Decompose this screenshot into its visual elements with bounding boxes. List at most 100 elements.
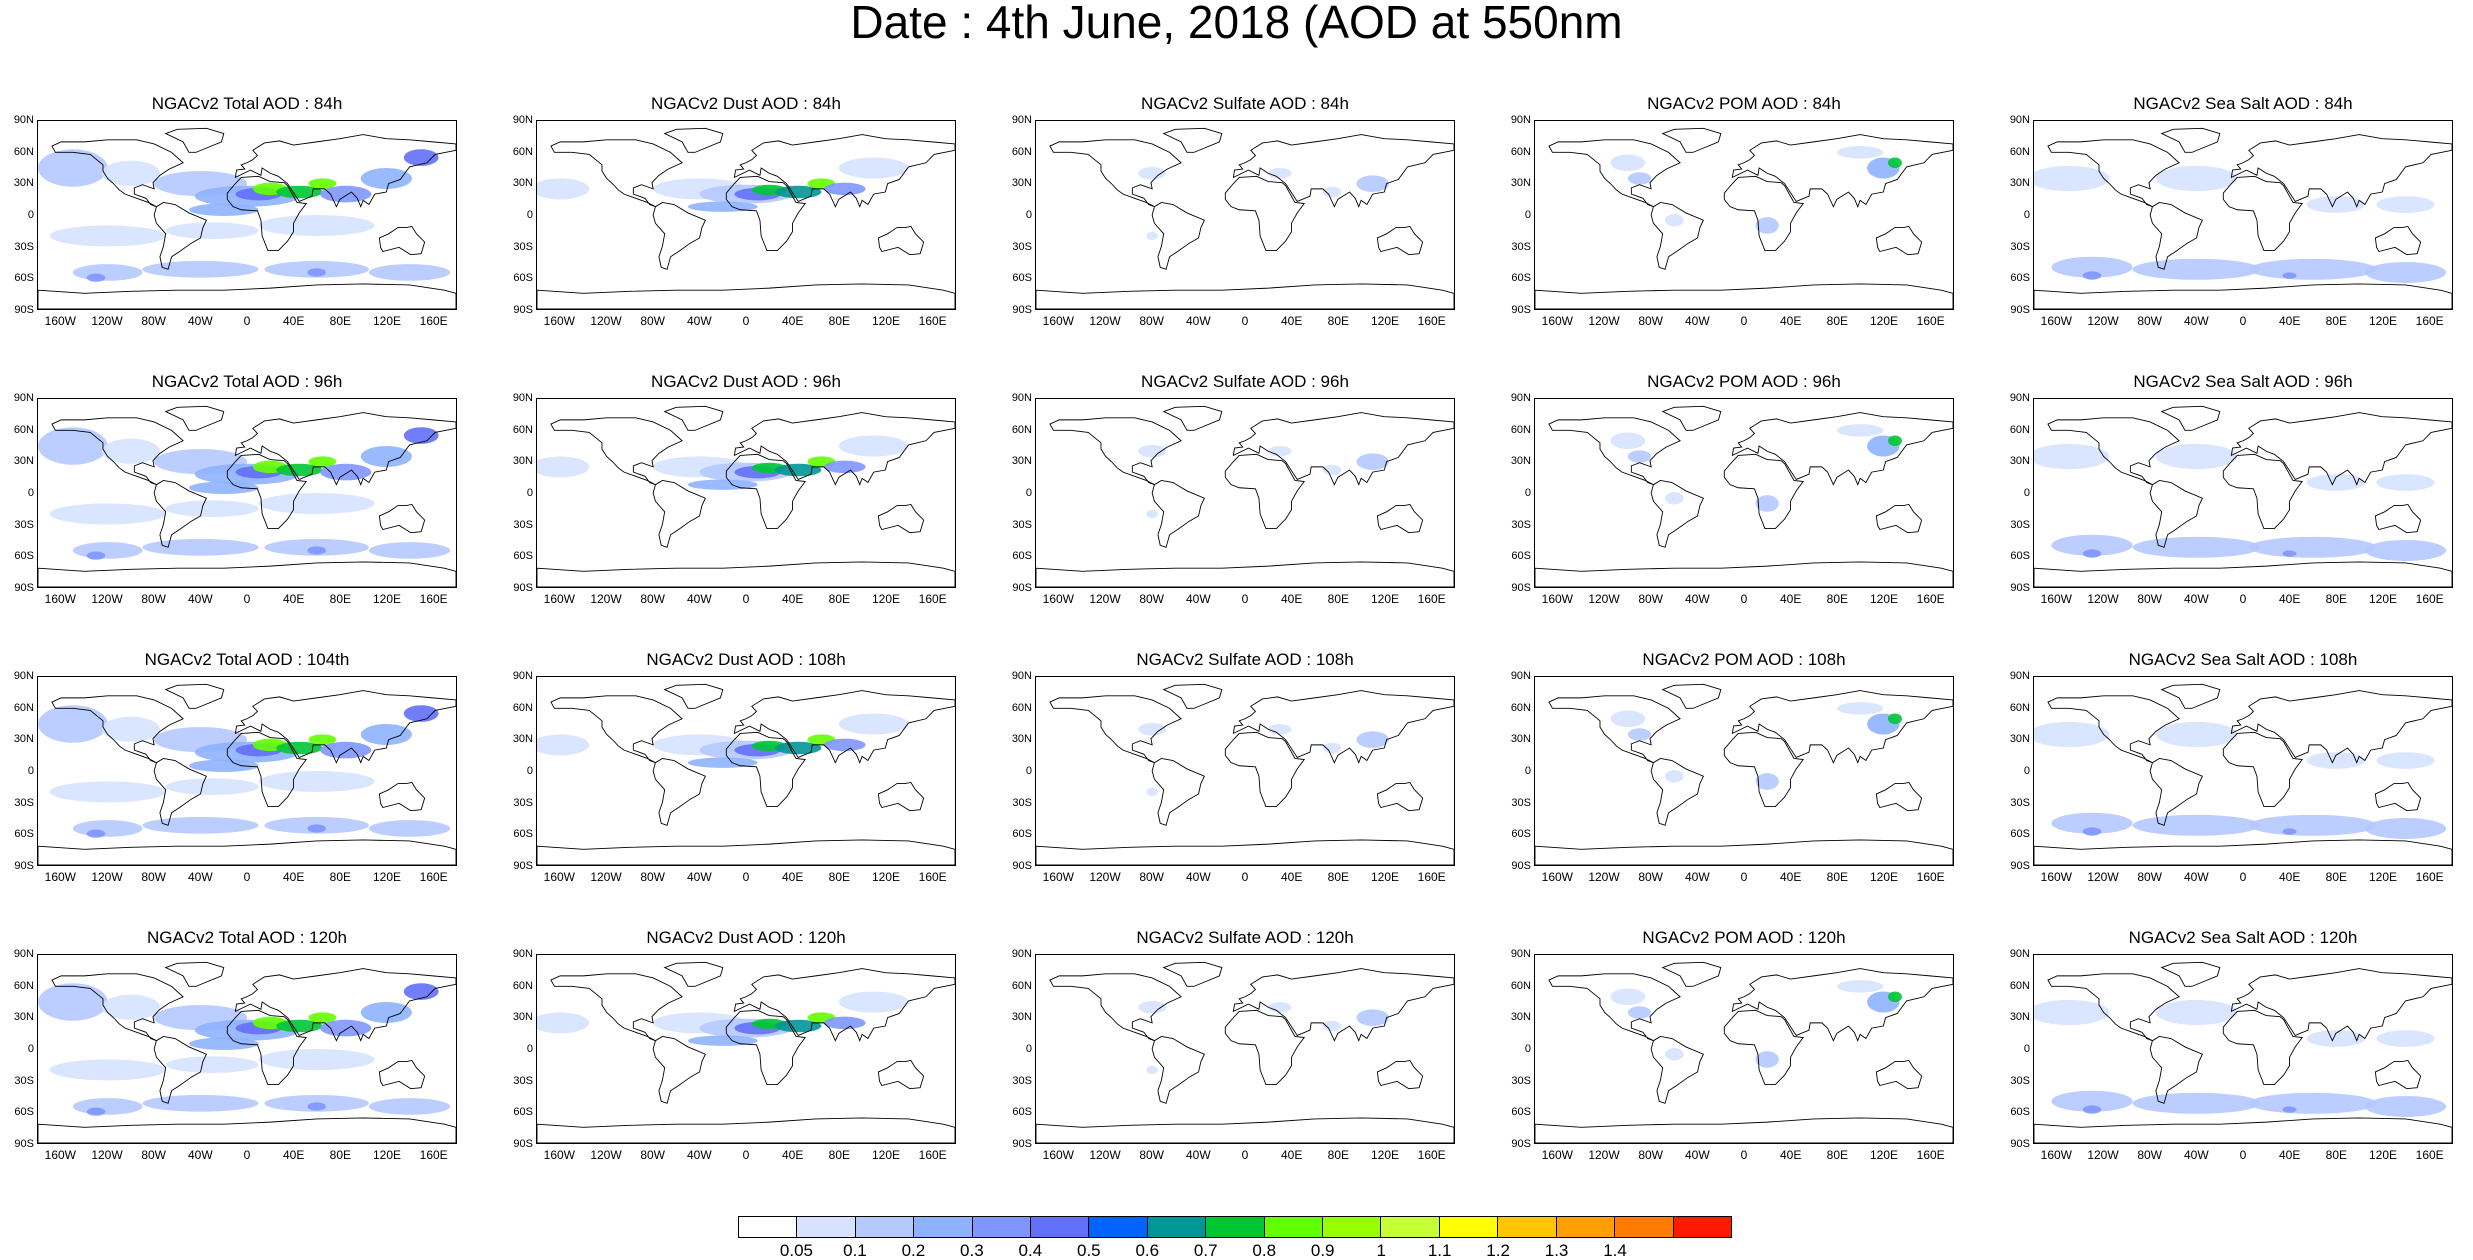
lon-tick-label: 40W xyxy=(187,1148,213,1162)
lon-tick-label: 160E xyxy=(2415,314,2444,328)
lon-tick-label: 40W xyxy=(187,870,213,884)
coastline xyxy=(2222,1009,2304,1085)
lon-tick-label: 160W xyxy=(1541,592,1573,606)
aod-shading xyxy=(320,1019,372,1037)
lon-tick-label: 40E xyxy=(282,870,305,884)
coastline xyxy=(1232,690,1454,764)
lat-tick-label: 30N xyxy=(2009,733,2030,746)
coastline xyxy=(1049,695,1182,764)
aod-shading xyxy=(258,493,375,514)
lat-tick-label: 60S xyxy=(513,550,533,563)
aod-shading xyxy=(308,1012,337,1023)
colorbar-box xyxy=(914,1217,973,1237)
lon-tick-label: 80E xyxy=(828,592,850,606)
lat-tick-label: 30S xyxy=(1012,1074,1032,1087)
map-panel: NGACv2 Total AOD : 96h 90N 60N 30N 0 30S 60S 90… xyxy=(14,372,457,612)
coastline xyxy=(2047,973,2180,1042)
panel-title: NGACv2 POM AOD : 108h xyxy=(1642,650,1846,669)
aod-shading xyxy=(188,1037,259,1050)
lon-tick-label: 120E xyxy=(1869,592,1899,606)
coastline xyxy=(2230,412,2452,486)
coastline xyxy=(2047,417,2180,486)
aod-shading xyxy=(38,983,108,1021)
world-map xyxy=(1035,954,1455,1144)
lon-tick-label: 160W xyxy=(2040,870,2072,884)
coastline xyxy=(537,283,955,309)
lon-tick-label: 0 xyxy=(1740,314,1748,328)
panel-title: NGACv2 Total AOD : 96h xyxy=(151,372,343,391)
lat-tick-label: 60S xyxy=(2010,550,2030,563)
coastline xyxy=(1376,225,1424,256)
lon-tick-label: 80E xyxy=(329,314,351,328)
lon-tick-label: 80W xyxy=(1638,592,1663,606)
lon-tick-label: 80W xyxy=(1139,1148,1164,1162)
lon-tick-label: 80E xyxy=(329,870,351,884)
lat-tick-label: 90N xyxy=(1510,114,1531,126)
aod-shading xyxy=(1138,445,1167,458)
lon-tick-label: 160W xyxy=(543,592,575,606)
lon-tick-label: 80E xyxy=(1327,870,1349,884)
coastline xyxy=(2149,757,2203,826)
map-panel: NGACv2 POM AOD : 120h 90N 60N 30N 0 30S 60S 90S… xyxy=(1511,928,1954,1168)
panel-title: NGACv2 Sulfate AOD : 96h xyxy=(1141,372,1349,391)
coastline xyxy=(1049,973,1182,1042)
lon-tick-label: 80W xyxy=(2137,314,2162,328)
lat-tick-label: 30S xyxy=(1511,240,1531,253)
aod-shading xyxy=(49,225,166,247)
lon-tick-label: 40E xyxy=(2278,1148,2301,1162)
aod-shading xyxy=(2248,258,2377,280)
lon-tick-label: 40E xyxy=(282,314,305,328)
lat-tick-label: 30S xyxy=(1511,1074,1531,1087)
lon-tick-label: 80W xyxy=(2137,592,2162,606)
lon-tick-label: 0 xyxy=(1241,870,1249,884)
lon-tick-label: 160E xyxy=(1417,870,1446,884)
panel-title: NGACv2 Dust AOD : 108h xyxy=(646,650,846,669)
aod-shading xyxy=(775,463,822,477)
aod-shading xyxy=(2082,827,2102,836)
lon-tick-label: 160E xyxy=(918,870,947,884)
lon-tick-label: 40W xyxy=(686,314,712,328)
lon-tick-label: 0 xyxy=(1740,592,1748,606)
lat-tick-label: 90S xyxy=(14,304,34,316)
colorbar-box xyxy=(739,1217,798,1237)
world-map xyxy=(37,398,457,588)
aod-shading xyxy=(72,1098,143,1115)
map-canvas xyxy=(537,127,955,309)
lat-tick-label: 90N xyxy=(2009,670,2030,682)
map-panel: NGACv2 POM AOD : 96h 90N 60N 30N 0 30S 60S 90S 1… xyxy=(1511,372,1954,612)
lat-tick-label: 30S xyxy=(513,1074,533,1087)
lat-tick-label: 0 xyxy=(1025,1043,1032,1055)
lat-tick-label: 90S xyxy=(1511,860,1531,872)
lat-tick-label: 90S xyxy=(513,1138,533,1150)
aod-shading xyxy=(775,185,822,199)
lat-tick-label: 30S xyxy=(513,796,533,809)
panel-title: NGACv2 POM AOD : 96h xyxy=(1647,372,1841,391)
lon-tick-label: 160W xyxy=(1042,314,1074,328)
map-canvas xyxy=(38,961,456,1143)
lon-tick-label: 160W xyxy=(44,592,76,606)
aod-shading xyxy=(258,1049,375,1070)
lon-tick-label: 80W xyxy=(640,314,665,328)
lon-tick-label: 80E xyxy=(1327,592,1349,606)
colorbar-box xyxy=(1323,1217,1382,1237)
coastline xyxy=(550,695,683,764)
coastline xyxy=(1232,968,1454,1042)
aod-shading xyxy=(1836,146,1884,159)
map-panel: NGACv2 Dust AOD : 96h 90N 60N 30N 0 30S 60S 90S… xyxy=(513,372,956,612)
lon-tick-label: 40W xyxy=(686,870,712,884)
coastline xyxy=(1650,479,1704,548)
aod-shading xyxy=(1146,231,1158,241)
lon-tick-label: 40W xyxy=(2183,592,2209,606)
coastline xyxy=(1162,127,1223,153)
lon-tick-label: 80W xyxy=(141,314,166,328)
map-canvas xyxy=(1535,683,1953,865)
lon-tick-label: 160E xyxy=(1417,314,1446,328)
lon-tick-label: 160E xyxy=(1417,592,1446,606)
aod-shading xyxy=(368,264,451,281)
lon-tick-label: 160W xyxy=(2040,592,2072,606)
aod-shading xyxy=(2364,540,2447,561)
lat-tick-label: 60N xyxy=(1011,145,1032,158)
lon-tick-label: 120W xyxy=(91,870,123,884)
coastline xyxy=(1723,453,1805,529)
coastline xyxy=(1650,757,1704,826)
